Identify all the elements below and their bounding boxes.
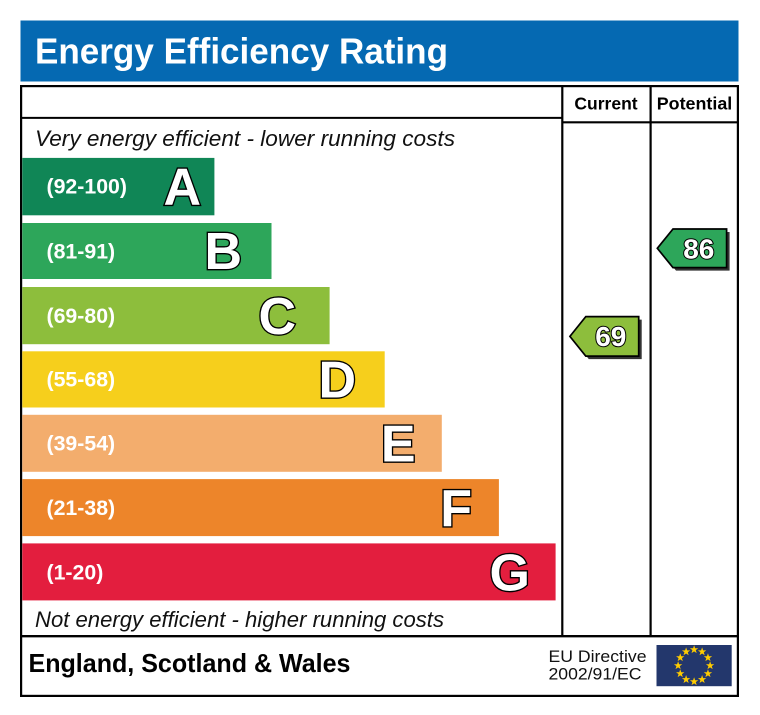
svg-text:F: F bbox=[440, 480, 472, 538]
svg-text:Potential: Potential bbox=[657, 94, 733, 114]
svg-text:Energy Efficiency Rating: Energy Efficiency Rating bbox=[35, 30, 448, 71]
svg-text:86: 86 bbox=[683, 234, 714, 265]
svg-text:EU Directive: EU Directive bbox=[549, 647, 647, 666]
svg-text:E: E bbox=[381, 416, 416, 474]
svg-text:D: D bbox=[318, 352, 356, 410]
svg-text:Current: Current bbox=[574, 94, 637, 114]
svg-text:(1-20): (1-20) bbox=[47, 560, 104, 584]
svg-text:(69-80): (69-80) bbox=[47, 304, 116, 328]
svg-text:(21-38): (21-38) bbox=[47, 496, 116, 520]
svg-text:England, Scotland & Wales: England, Scotland & Wales bbox=[29, 648, 351, 678]
svg-text:(55-68): (55-68) bbox=[47, 368, 116, 392]
svg-text:(81-91): (81-91) bbox=[47, 239, 116, 263]
svg-text:B: B bbox=[204, 223, 242, 281]
svg-text:Very energy efficient - lower: Very energy efficient - lower running co… bbox=[35, 126, 455, 151]
svg-text:G: G bbox=[490, 544, 530, 602]
svg-text:(39-54): (39-54) bbox=[47, 432, 116, 456]
svg-text:A: A bbox=[163, 159, 201, 217]
svg-text:C: C bbox=[258, 288, 296, 346]
svg-text:2002/91/EC: 2002/91/EC bbox=[549, 665, 642, 684]
svg-text:(92-100): (92-100) bbox=[47, 175, 128, 199]
svg-text:69: 69 bbox=[595, 321, 626, 352]
svg-text:Not energy efficient - higher: Not energy efficient - higher running co… bbox=[35, 607, 444, 632]
